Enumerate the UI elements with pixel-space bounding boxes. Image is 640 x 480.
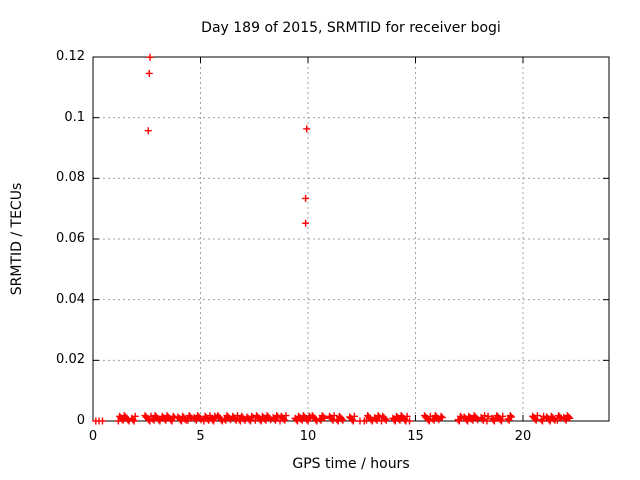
plot-border (92, 56, 610, 422)
x-tick-label: 10 (299, 429, 317, 444)
x-tick-label: 0 (88, 429, 98, 444)
x-tick-label: 15 (407, 429, 424, 444)
y-tick-label: 0.08 (56, 170, 85, 186)
x-axis-title: GPS time / hours (292, 456, 410, 472)
y-tick-label: 0.04 (56, 291, 85, 307)
y-tick-label: 0.12 (56, 49, 85, 64)
y-tick-label: 0.06 (56, 231, 85, 246)
x-tick-label: 20 (514, 429, 532, 444)
data-point-markers (92, 53, 574, 425)
y-tick-label: 0.02 (56, 352, 85, 368)
y-tick-label: 0.1 (64, 109, 85, 125)
x-tick-label: 5 (196, 429, 205, 444)
y-tick-label: 0 (76, 413, 85, 428)
chart-title: Day 189 of 2015, SRMTID for receiver bog… (201, 20, 501, 36)
